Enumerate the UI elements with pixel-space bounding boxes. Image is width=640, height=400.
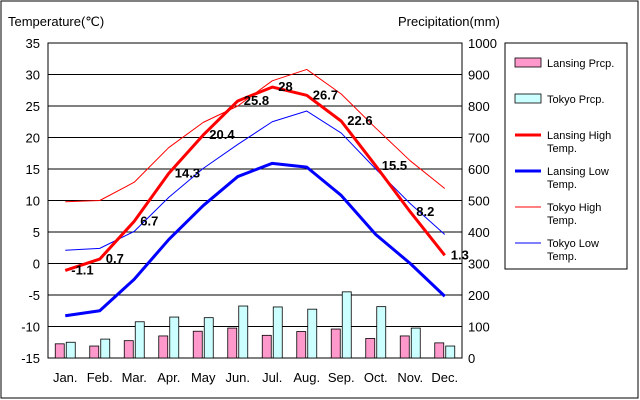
temp-line [64,85,446,272]
x-tick-label: Sep. [328,370,355,385]
legend-label: Tokyo High Temp. [547,202,601,227]
precip-bar [203,317,214,359]
precip-bar [399,335,410,359]
legend-label: Lansing Low Temp. [547,166,609,191]
data-label: 8.2 [416,204,434,219]
y-left-tick-label: 0 [33,257,40,272]
data-label: -1.1 [71,262,93,277]
precip-bar [341,291,352,359]
legend-label: Tokyo Prcp. [547,94,604,106]
y-right-tick-label: 100 [468,320,490,335]
data-label: 14.3 [175,165,200,180]
y-right-tick-label: 0 [468,351,475,366]
y-left-tick-label: 25 [26,99,40,114]
x-tick-label: Feb. [87,370,113,385]
legend-label: Lansing High Temp. [547,130,611,155]
x-tick-label: May [191,370,216,385]
y-left-tick-label: 35 [26,36,40,51]
x-tick-label: Aug. [293,370,320,385]
temperature-lines [64,68,446,318]
y-left-tick-label: 5 [33,225,40,240]
y-right-tick-label: 1000 [468,36,497,51]
precip-bar [123,340,134,359]
data-label: 1.3 [451,247,469,262]
y-right-tick-label: 800 [468,99,490,114]
legend-swatch-bar [514,57,542,68]
x-tick-label: Nov. [397,370,423,385]
y-right-tick-label: 200 [468,288,490,303]
y-right-tick-label: 600 [468,162,490,177]
precip-bar [410,327,421,359]
data-label: 22.6 [347,113,372,128]
grid-lines [48,74,462,327]
y-axis-right-title: Precipitation(mm) [398,14,500,29]
legend-label: Lansing Prcp. [547,58,614,70]
data-label: 20.4 [209,127,235,142]
temp-line [65,161,446,318]
data-label: 26.7 [313,87,338,102]
precip-bar [169,316,180,359]
precip-bar [100,338,111,359]
precip-bar [89,345,100,359]
legend: Lansing Prcp. Tokyo Prcp. Lansing High Temp… [504,42,628,270]
precip-bar [365,338,376,359]
precipitation-bars [54,291,456,359]
data-label: 28 [278,79,292,94]
data-label: 25.8 [244,93,269,108]
precip-bar [158,335,169,359]
precip-bar [296,331,307,359]
x-tick-label: Jun. [225,370,250,385]
y-left-tick-label: -15 [21,351,40,366]
y-axis-left-title: Temperature(℃) [8,14,104,29]
y-right-tick-label: 500 [468,194,490,209]
x-tick-label: Jan. [53,370,78,385]
precip-bar [238,305,249,359]
precip-bar [192,330,203,359]
x-tick-label: Jul. [262,370,282,385]
precip-bar [261,334,272,359]
legend-swatch-bar [514,93,542,104]
y-right-tick-label: 700 [468,131,490,146]
data-labels: -1.1 0.7 6.7 14.3 20.4 25.8 28 26.7 22.6 15.5 8.2 1… [71,79,469,277]
legend-label: Tokyo Low Temp. [547,238,599,263]
y-right-tick-label: 300 [468,257,490,272]
legend-box [504,42,628,270]
x-tick-label: Dec. [431,370,458,385]
x-tick-label: Apr. [157,370,180,385]
y-left-tick-label: 20 [26,131,40,146]
data-label: 0.7 [106,251,124,266]
precip-bar [227,327,238,359]
axes: 35302520151050-5-10-15100090080070060050… [21,36,497,385]
y-left-tick-label: -10 [21,320,40,335]
y-left-tick-label: 15 [26,162,40,177]
precip-bar [330,328,341,359]
y-left-tick-label: -5 [28,288,40,303]
precip-bar [445,345,456,359]
y-left-tick-label: 30 [26,68,40,83]
x-tick-label: Mar. [122,370,147,385]
x-tick-label: Oct. [364,370,388,385]
y-left-tick-label: 10 [26,194,40,209]
precip-bar [434,342,445,359]
data-label: 15.5 [382,158,407,173]
precip-bar [376,306,387,359]
data-label: 6.7 [140,213,158,228]
precip-bar [134,321,145,359]
y-right-tick-label: 400 [468,225,490,240]
precip-bar [65,341,76,359]
precip-bar [54,343,65,359]
precip-bar [307,308,318,359]
precip-bar [272,306,283,359]
y-right-tick-label: 900 [468,68,490,83]
